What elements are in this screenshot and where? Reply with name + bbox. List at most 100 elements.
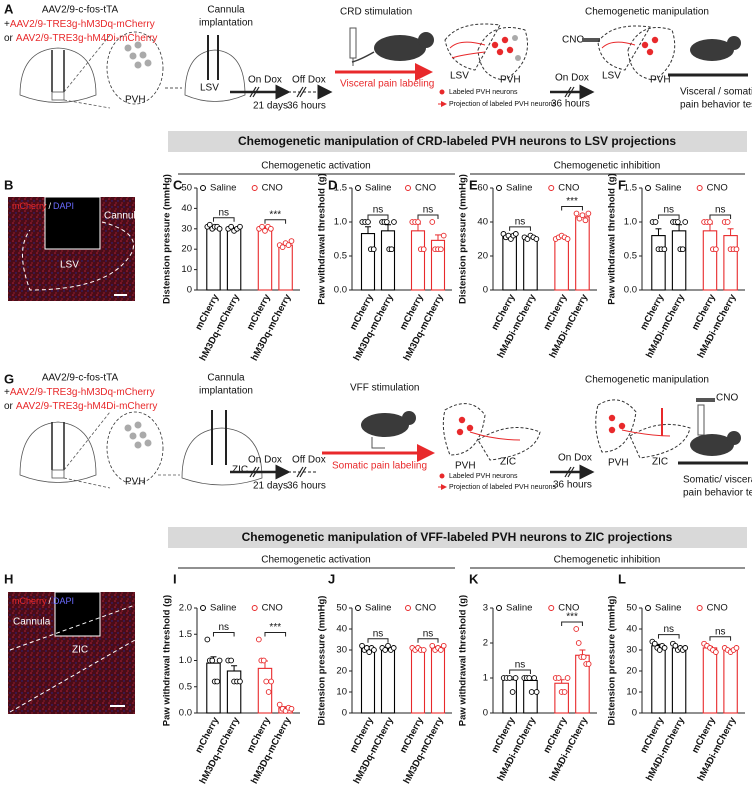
timeline-label: 21 days <box>253 101 288 112</box>
bar <box>226 670 242 714</box>
data-point <box>564 675 571 681</box>
y-axis-label: Distension pressure (mmHg) <box>458 174 469 304</box>
data-point <box>672 642 679 649</box>
data-point <box>382 647 388 653</box>
data-point <box>279 244 286 251</box>
region-label: PVH <box>455 461 476 472</box>
illustration <box>690 434 734 456</box>
legend-marker <box>251 185 258 191</box>
y-tick-label: 1.5 <box>179 629 192 640</box>
significance-label: ns <box>423 628 434 639</box>
y-axis-label: Paw withdrawal threshold (g) <box>607 173 618 304</box>
stain-blue: DAPI <box>53 201 74 211</box>
legend-marker <box>405 605 411 611</box>
region-label: ZIC <box>500 457 516 468</box>
significance-label: ns <box>715 205 726 216</box>
bar <box>360 233 376 291</box>
step-title: VFF stimulation <box>350 383 419 394</box>
virus-label: AAV2/9-c-fos-tTA <box>42 373 119 384</box>
data-point <box>651 640 658 647</box>
step-label: pain behavior test <box>680 100 752 111</box>
illustration <box>19 411 263 489</box>
step-label: Cannula <box>207 5 245 16</box>
step-title: Chemogenetic manipulation <box>585 375 709 386</box>
data-point <box>388 246 395 253</box>
legend-marker <box>696 185 703 191</box>
illustration <box>439 473 445 479</box>
illustration <box>439 89 445 95</box>
data-point <box>371 647 377 653</box>
legend-marker <box>200 605 206 611</box>
data-point <box>526 675 533 681</box>
data-point <box>533 236 540 242</box>
data-point <box>580 654 587 660</box>
illustration <box>207 35 219 80</box>
legend-label: CNO <box>558 603 579 614</box>
illustration <box>456 416 474 436</box>
banner: Chemogenetic manipulation of VFF-labeled… <box>242 530 673 544</box>
y-tick-label: 60 <box>477 183 488 194</box>
illustration <box>512 35 521 61</box>
data-point <box>285 242 292 248</box>
legend-label: Saline <box>655 183 681 194</box>
illustration <box>641 36 659 56</box>
data-point <box>268 678 274 685</box>
data-point <box>385 642 391 649</box>
legend-marker <box>355 605 361 611</box>
data-point <box>707 219 713 225</box>
significance-bracket <box>367 214 389 219</box>
significance-bracket <box>561 206 583 211</box>
illustration <box>106 31 164 105</box>
illustration <box>124 44 132 52</box>
legend-label: Saline <box>210 603 236 614</box>
stain-label: mCherry / DAPI <box>12 596 74 606</box>
legend-marker <box>645 185 651 191</box>
data-point <box>661 645 668 651</box>
significance-bracket <box>212 632 235 637</box>
legend-marker <box>405 185 411 191</box>
data-point <box>260 657 267 664</box>
illustration <box>371 437 385 449</box>
bar <box>380 648 396 714</box>
data-point <box>268 225 274 232</box>
bar <box>523 679 538 714</box>
illustration <box>608 414 626 434</box>
panel-letter: F <box>618 177 626 192</box>
y-tick-label: 30 <box>336 645 347 656</box>
step-label: implantation <box>199 18 253 29</box>
y-tick-label: 1.0 <box>334 217 347 228</box>
illustration <box>63 411 111 489</box>
data-point <box>564 236 571 242</box>
drug-label: CNO <box>562 35 584 46</box>
stain-sep: / <box>49 596 52 606</box>
legend-label: CNO <box>415 183 436 194</box>
virus-or: or <box>4 401 14 412</box>
data-point <box>214 678 221 685</box>
bar <box>257 228 273 291</box>
data-point <box>682 219 689 225</box>
banner: Chemogenetic manipulation of CRD-labeled… <box>238 134 676 148</box>
illustration <box>144 59 152 67</box>
data-point <box>216 657 223 664</box>
data-point <box>512 675 519 681</box>
image-label: LSV <box>60 260 79 271</box>
illustration <box>402 411 416 425</box>
panel-letter: H <box>4 571 13 586</box>
data-point <box>288 705 295 712</box>
significance-bracket <box>264 219 287 224</box>
illustration <box>51 469 65 479</box>
significance-label: ns <box>515 660 526 671</box>
data-point <box>682 645 689 651</box>
illustration <box>139 431 147 439</box>
illustration <box>491 36 514 56</box>
panel-letter: L <box>618 571 626 586</box>
legend-label: Saline <box>365 183 391 194</box>
significance-bracket <box>657 214 680 219</box>
bar <box>554 682 569 714</box>
data-point <box>506 675 513 681</box>
step-label: Cannula <box>207 373 245 384</box>
illustration <box>469 431 521 441</box>
region-label: ZIC <box>232 465 248 476</box>
timeline-label: 36 hours <box>287 481 326 492</box>
